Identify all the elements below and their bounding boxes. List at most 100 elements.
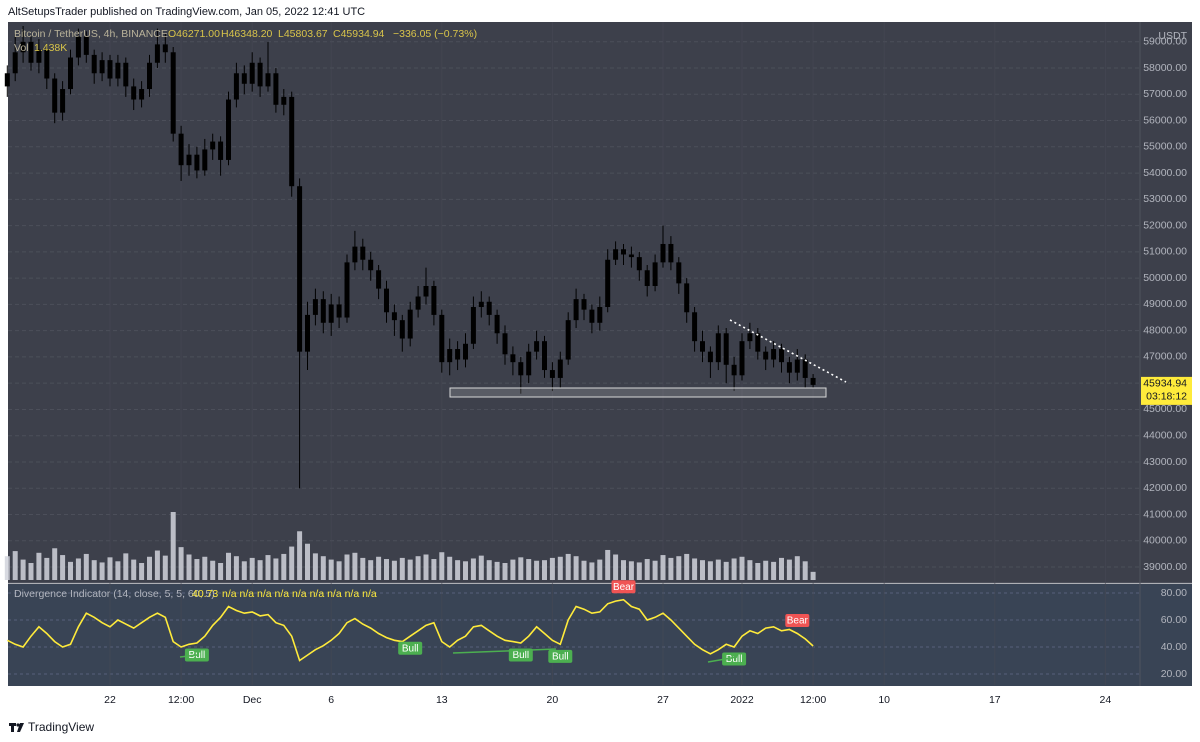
volume-label: Vol [14, 42, 29, 54]
candle-body [328, 304, 334, 323]
volume-bar [52, 548, 58, 580]
volume-bar [518, 557, 524, 580]
candle-body [557, 359, 563, 378]
candle-body [802, 359, 808, 378]
candle-body [573, 299, 579, 321]
y-tick-label: 40000.00 [1143, 535, 1187, 547]
brand-name: TradingView [28, 720, 94, 734]
candle-body [107, 60, 113, 79]
candle-body [810, 377, 816, 385]
y-tick-label: 43000.00 [1143, 456, 1187, 468]
volume-bar [60, 555, 66, 580]
volume-bar [431, 559, 437, 580]
volume-bar [447, 556, 453, 580]
y2-tick-label: 40.00 [1161, 641, 1187, 653]
volume-bar [526, 559, 532, 580]
volume-bar [707, 561, 713, 580]
volume-bar [273, 558, 279, 580]
volume-bar [226, 552, 231, 580]
volume-bar [470, 558, 476, 580]
candle-body [52, 78, 58, 113]
candle-body [257, 62, 263, 87]
volume-bar [368, 560, 374, 580]
volume-bar [636, 562, 642, 580]
volume-bar [328, 559, 334, 580]
candle-body [297, 186, 303, 352]
volume-bar [715, 559, 721, 580]
candle-body [526, 351, 532, 376]
volume-bar [534, 560, 540, 580]
candle-body [715, 333, 721, 363]
candle-body [352, 246, 358, 263]
volume-bar [107, 557, 113, 580]
volume-bar [510, 559, 516, 580]
trend-line [729, 319, 847, 383]
publish-credit: AltSetupsTrader published on TradingView… [8, 6, 365, 18]
volume-bar [384, 559, 389, 580]
volume-bar [786, 559, 792, 580]
candle-body [75, 36, 81, 58]
y-tick-label: 39000.00 [1143, 561, 1187, 573]
candle-body [771, 349, 777, 360]
indicator-line [6, 598, 814, 662]
support-zone [449, 387, 827, 398]
volume-bar [162, 555, 168, 580]
candle-body [273, 73, 279, 105]
candle-body [660, 243, 666, 263]
volume-bar [4, 556, 10, 580]
volume-bar [36, 552, 42, 580]
indicator-title: Divergence Indicator (14, close, 5, 5, 6… [14, 588, 215, 600]
volume-bar [186, 554, 192, 580]
x-tick-label: 27 [657, 694, 669, 706]
volume-bar [170, 512, 176, 580]
candle-body [376, 270, 382, 289]
volume-bar [360, 557, 366, 580]
signal-label: Bull [512, 650, 529, 661]
brand-logo [9, 723, 24, 732]
candle-body [60, 89, 66, 113]
divergence-line [707, 656, 738, 663]
y-tick-label: 52000.00 [1143, 219, 1187, 231]
signal-badge [508, 648, 533, 662]
candle-body [747, 333, 753, 342]
volume-bar [297, 531, 303, 580]
volume-bar [628, 561, 634, 580]
candle-body [28, 41, 34, 63]
y-tick-label: 53000.00 [1143, 193, 1187, 205]
y-tick-label: 47000.00 [1143, 351, 1187, 363]
volume-bar [178, 547, 184, 580]
volume-bar [494, 561, 500, 580]
y-tick-label: 50000.00 [1143, 272, 1187, 284]
volume-bar [581, 560, 587, 580]
currency-label: USDT [1158, 30, 1187, 42]
candle-body [83, 36, 89, 55]
volume-bar [147, 556, 152, 580]
volume-bar [455, 560, 461, 580]
candle-body [510, 354, 516, 363]
volume-bar [241, 561, 247, 580]
volume-bar [692, 558, 698, 580]
signal-label: Bear [787, 616, 809, 627]
volume-bar [83, 553, 89, 580]
volume-bar [478, 555, 484, 580]
y-tick-label: 54000.00 [1143, 167, 1187, 179]
volume-bar [597, 559, 603, 580]
volume-bar [281, 553, 287, 580]
candle-body [194, 154, 200, 171]
candle-body [613, 249, 619, 260]
candle-body [12, 52, 18, 74]
volume-bar [139, 563, 145, 580]
candle-body [605, 259, 611, 308]
volume-bar [407, 559, 413, 580]
volume-bar [154, 550, 160, 580]
signal-label: Bull [552, 651, 569, 662]
volume-bar [486, 560, 492, 580]
volume-bar [502, 563, 508, 580]
price-tag [1141, 376, 1192, 405]
candle-body [265, 73, 271, 87]
candle-body [202, 149, 208, 171]
x-tick-label: 12:00 [800, 694, 826, 706]
candle-body [589, 309, 595, 323]
candle-body [289, 96, 295, 187]
volume-bar [731, 558, 737, 580]
